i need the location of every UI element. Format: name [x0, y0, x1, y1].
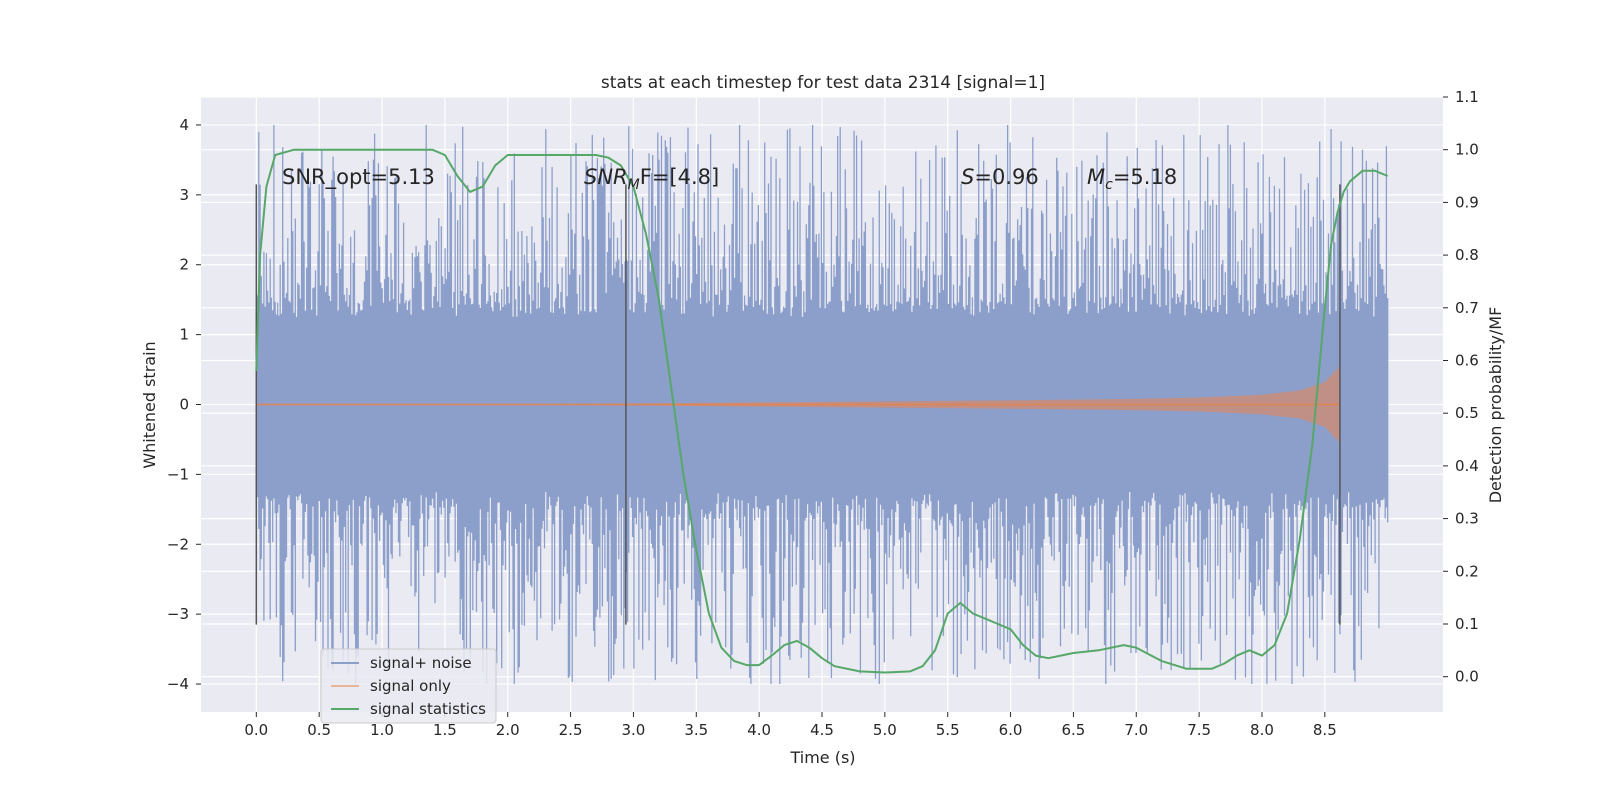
annotation-s-value: S=0.96	[961, 165, 1039, 189]
x-axis: 0.0 0.5 1.0 1.5 2.0 2.5 3.0 3.5 4.0 4.5 5.0 5.5 6.0 6…	[244, 712, 1337, 739]
y-axis-left: −4 −3 −2 −1 0 1 2 3 4	[167, 116, 201, 693]
y-tick-label: −2	[167, 535, 189, 553]
y2-tick-label: 1.0	[1455, 141, 1479, 159]
statistics-line	[255, 148, 1389, 674]
x-tick-label: 7.0	[1124, 721, 1148, 739]
y2-tick-label: 0.2	[1455, 562, 1479, 580]
legend-label-noise: signal+ noise	[370, 654, 472, 672]
y-tick-label: 2	[179, 256, 189, 274]
annotation-s-symbol: S	[961, 165, 974, 189]
y2-tick-label: 0.9	[1455, 193, 1479, 211]
y2-tick-label: 0.5	[1455, 404, 1479, 422]
y2-tick-label: 0.8	[1455, 246, 1479, 264]
x-tick-label: 1.0	[370, 721, 394, 739]
annotation-mc-base: M	[1087, 165, 1105, 189]
annotation-mc-sub: c	[1105, 177, 1113, 193]
x-tick-label: 0.0	[244, 721, 268, 739]
x-tick-label: 8.0	[1250, 721, 1274, 739]
x-tick-label: 2.0	[496, 721, 520, 739]
legend-label-stats: signal statistics	[370, 700, 486, 718]
y2-tick-label: 0.3	[1455, 510, 1479, 528]
y2-tick-label: 1.1	[1455, 88, 1479, 106]
annotation-snr-opt: SNR_opt=5.13	[282, 165, 435, 190]
x-tick-label: 6.5	[1061, 721, 1085, 739]
y2-tick-label: 0.4	[1455, 457, 1479, 475]
x-tick-label: 6.0	[999, 721, 1023, 739]
y2-tick-label: 0.1	[1455, 615, 1479, 633]
annotation-mc-value: Mc=5.18	[1087, 165, 1177, 193]
y-tick-label: 0	[179, 396, 189, 414]
y-tick-label: 1	[179, 326, 189, 344]
annotation-snr-mf: SNRMF=[4.8]	[584, 165, 719, 193]
x-tick-label: 5.5	[936, 721, 960, 739]
y-tick-label: −1	[167, 465, 189, 483]
y2-axis-label: Detection probability/MF	[1486, 307, 1505, 504]
x-tick-label: 1.5	[433, 721, 457, 739]
legend-label-signal: signal only	[370, 677, 451, 695]
y-tick-label: 4	[179, 116, 189, 134]
x-tick-label: 4.5	[810, 721, 834, 739]
y-tick-label: −3	[167, 605, 189, 623]
x-tick-label: 8.5	[1313, 721, 1337, 739]
y2-tick-label: 0.0	[1455, 668, 1479, 686]
series-signal-statistics	[255, 148, 1389, 674]
x-tick-label: 7.5	[1187, 721, 1211, 739]
y-tick-label: 3	[179, 186, 189, 204]
chart-title: stats at each timestep for test data 231…	[601, 73, 1045, 93]
x-tick-label: 3.0	[622, 721, 646, 739]
y-axis-right: 0.0 0.1 0.2 0.3 0.4 0.5 0.6 0.7 0.8 0.9 1.0 1.1	[1443, 88, 1479, 686]
x-tick-label: 2.5	[559, 721, 583, 739]
y2-tick-label: 0.7	[1455, 299, 1479, 317]
series-signal-only	[256, 366, 1340, 443]
legend-box	[320, 648, 497, 724]
annotation-s-rest: =0.96	[974, 165, 1038, 189]
x-tick-label: 4.0	[747, 721, 771, 739]
annotation-snr-mf-base: SNR	[584, 165, 628, 189]
x-tick-label: 3.5	[684, 721, 708, 739]
x-tick-label: 5.0	[873, 721, 897, 739]
x-axis-label: Time (s)	[789, 748, 855, 767]
y-axis-label: Whitened strain	[140, 341, 159, 468]
annotation-snr-mf-rest: F=[4.8]	[640, 165, 719, 189]
vertical-markers	[255, 184, 1341, 625]
legend: signal+ noise signal only signal statist…	[320, 648, 497, 724]
x-tick-label: 0.5	[307, 721, 331, 739]
annotation-mc-rest: =5.18	[1113, 165, 1177, 189]
annotation-snr-mf-sub: M	[628, 177, 640, 193]
y-tick-label: −4	[167, 675, 189, 693]
y2-tick-label: 0.6	[1455, 351, 1479, 369]
